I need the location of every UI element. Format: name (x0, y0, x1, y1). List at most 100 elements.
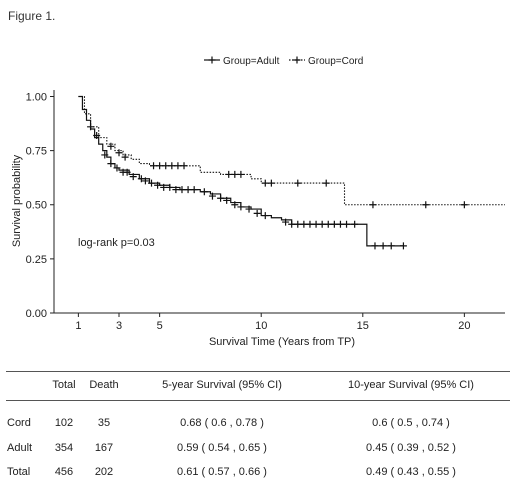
adult-censor-mark (184, 186, 192, 194)
header-total: Total (52, 379, 76, 391)
adult-censor-mark (399, 242, 407, 250)
adult-censor-mark (318, 220, 326, 228)
x-tick-label: 15 (357, 320, 369, 332)
row-total: 354 (54, 442, 74, 454)
adult-censor-mark (178, 186, 186, 194)
adult-censor-mark (123, 168, 131, 176)
header-5yr-survival: 5-year Survival (95% CI) (162, 379, 282, 391)
adult-censor-mark (371, 242, 379, 250)
adult-censor-mark (107, 160, 115, 168)
cord-censor-mark (231, 170, 239, 178)
adult-censor-mark (288, 220, 296, 228)
cord-censor-mark (121, 153, 129, 161)
cord-censor-mark (225, 170, 233, 178)
y-tick-label: 1.00 (26, 91, 47, 103)
cord-censor-mark (115, 149, 123, 157)
x-tick-label: 10 (255, 320, 267, 332)
adult-censor-mark (306, 220, 314, 228)
adult-censor-mark (154, 181, 162, 189)
adult-censor-mark (113, 164, 121, 172)
row-5yr: 0.59 ( 0.54 , 0.65 ) (177, 442, 267, 454)
cord-censor-mark (460, 201, 468, 209)
cord-censor-mark (162, 162, 170, 170)
row-group: Adult (7, 442, 33, 454)
x-axis-label: Survival Time (Years from TP) (209, 336, 355, 348)
adult-censor-mark (160, 183, 168, 191)
legend-cord-label: Group=Cord (308, 56, 363, 67)
row-death: 167 (94, 442, 114, 454)
row-10yr: 0.6 ( 0.5 , 0.74 ) (372, 417, 450, 429)
adult-censor-mark (261, 212, 269, 220)
cord-censor-mark (87, 123, 95, 131)
figure-label: Figure 1. (8, 9, 56, 23)
row-10yr: 0.45 ( 0.39 , 0.52 ) (366, 442, 456, 454)
row-10yr: 0.49 ( 0.43 , 0.55 ) (366, 466, 456, 478)
adult-censor-mark (237, 203, 245, 211)
adult-censor-mark (137, 175, 145, 183)
adult-censor-mark (300, 220, 308, 228)
adult-censor-mark (101, 151, 109, 159)
adult-censor-mark (172, 186, 180, 194)
adult-censor-mark (190, 186, 198, 194)
cord-censor-mark (322, 179, 330, 187)
adult-censor-mark (217, 194, 225, 202)
y-tick-label: 0.00 (26, 308, 47, 320)
adult-censor-mark (351, 220, 359, 228)
cord-censor-mark (174, 162, 182, 170)
adult-censor-mark (343, 220, 351, 228)
adult-censor-mark (330, 220, 338, 228)
x-tick-label: 1 (75, 320, 81, 332)
table-header-rule (6, 400, 510, 401)
adult-censor-mark (148, 179, 156, 187)
cord-censor-mark (156, 162, 164, 170)
row-total: 102 (54, 417, 74, 429)
legend-adult-label: Group=Adult (223, 56, 280, 67)
km-chart: Group=Adult Group=Cord 0.00 0.25 0.50 0.75 1.… (11, 56, 505, 348)
header-death: Death (89, 379, 119, 391)
row-group: Cord (7, 417, 31, 429)
row-death: 35 (97, 417, 111, 429)
adult-censor-mark (379, 242, 387, 250)
x-tick-label: 20 (458, 320, 470, 332)
adult-censor-mark (294, 220, 302, 228)
cord-censor-mark (180, 162, 188, 170)
y-tick-label: 0.50 (26, 200, 47, 212)
cord-censor-mark (267, 179, 275, 187)
adult-censor-mark (200, 188, 208, 196)
cord-censor-mark (150, 162, 158, 170)
adult-censor-mark (129, 173, 137, 181)
cord-censor-mark (422, 201, 430, 209)
legend-censor-icon (208, 56, 216, 64)
adult-censor-mark (208, 192, 216, 200)
cord-censor-mark (168, 162, 176, 170)
cord-censor-mark (107, 142, 115, 150)
adult-censor-mark (324, 220, 332, 228)
adult-censor-mark (141, 177, 149, 185)
cord-censor-mark (294, 179, 302, 187)
adult-censor-mark (282, 218, 290, 226)
adult-survival-line (78, 95, 404, 247)
adult-censor-mark (166, 183, 174, 191)
adult-censor-mark (223, 196, 231, 204)
row-5yr: 0.61 ( 0.57 , 0.66 ) (177, 466, 267, 478)
cord-censor-mark (261, 179, 269, 187)
row-5yr: 0.68 ( 0.6 , 0.78 ) (180, 417, 264, 429)
adult-censor-mark (253, 209, 261, 217)
x-tick-label: 3 (116, 320, 122, 332)
adult-censor-mark (387, 242, 395, 250)
legend: Group=Adult Group=Cord (204, 56, 363, 67)
adult-censor-mark (245, 205, 253, 213)
table-top-rule (6, 371, 510, 372)
adult-censor-mark (336, 220, 344, 228)
row-death: 202 (94, 466, 114, 478)
legend-censor-icon (293, 56, 301, 64)
y-axis-label: Survival probability (11, 154, 23, 247)
adult-censor-mark (312, 220, 320, 228)
cord-censor-mark (237, 170, 245, 178)
adult-censor-mark (231, 201, 239, 209)
survival-curves (78, 95, 505, 250)
row-total: 456 (54, 466, 74, 478)
cord-censor-mark (93, 131, 101, 139)
log-rank-annotation: log-rank p=0.03 (78, 237, 155, 249)
axes: 0.00 0.25 0.50 0.75 1.00 1 3 5 10 15 20 (26, 90, 505, 332)
